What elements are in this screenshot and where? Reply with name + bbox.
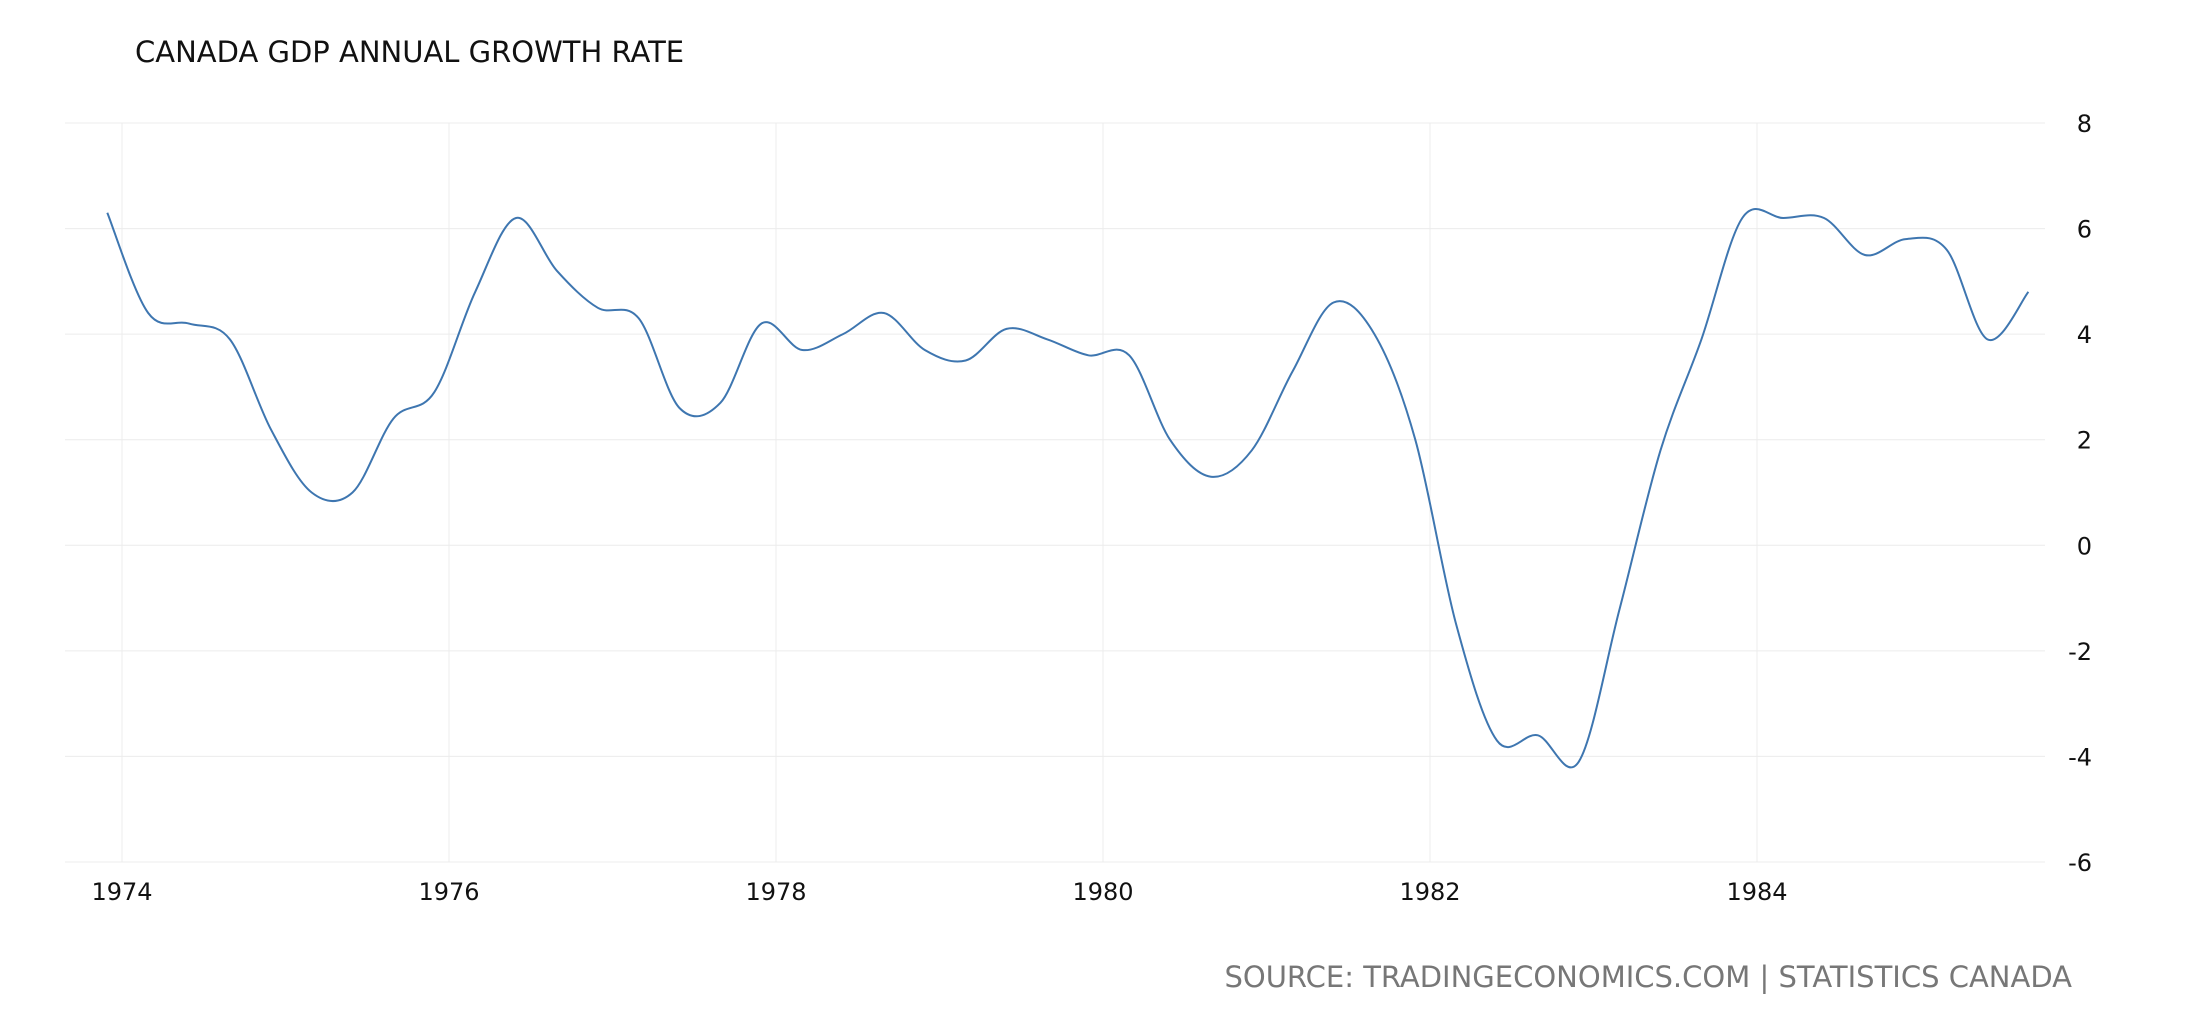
y-tick-label: -4 — [2068, 743, 2092, 771]
series-layer — [106, 208, 2030, 769]
y-tick-label: -2 — [2068, 638, 2092, 666]
y-axis: -6 -4 -2 0 2 4 6 8 — [2068, 110, 2092, 877]
y-tick-label: 6 — [2077, 216, 2092, 244]
chart-source-credit: SOURCE: TRADINGECONOMICS.COM | STATISTIC… — [1224, 960, 2072, 994]
chart-title: CANADA GDP ANNUAL GROWTH RATE — [135, 35, 684, 69]
x-tick-label: 1974 — [91, 878, 152, 906]
x-tick-label: 1982 — [1399, 878, 1460, 906]
x-tick-label: 1978 — [745, 878, 806, 906]
grid-layer — [65, 122, 2045, 863]
y-tick-label: 2 — [2077, 427, 2092, 455]
y-tick-label: 4 — [2077, 321, 2092, 349]
y-tick-label: -6 — [2068, 849, 2092, 877]
gdp-growth-series-line — [106, 208, 2030, 769]
x-axis: 1974 1976 1978 1980 1982 1984 — [91, 878, 1787, 906]
x-tick-label: 1976 — [418, 878, 479, 906]
x-tick-label: 1980 — [1072, 878, 1133, 906]
y-tick-label: 8 — [2077, 110, 2092, 138]
y-tick-label: 0 — [2077, 532, 2092, 560]
x-tick-label: 1984 — [1726, 878, 1787, 906]
